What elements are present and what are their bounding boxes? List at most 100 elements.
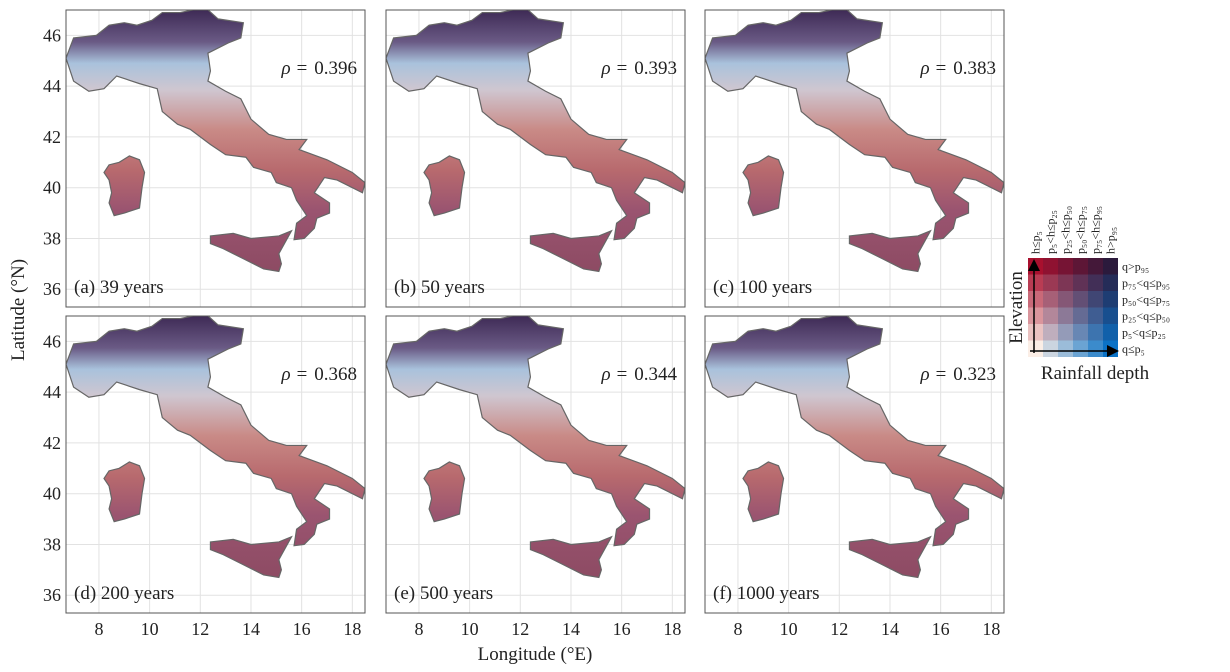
rho-value: 0.323 [953,364,996,385]
region [103,155,146,217]
y-tick-label: 38 [43,228,61,248]
panel-label: (f) 1000 years [713,583,820,604]
legend-cell [1043,258,1058,275]
rho-text: ρ = 0.396 [281,58,357,79]
x-tick-label: 16 [293,619,311,639]
legend-row-label: p₅<q≤p₂₅ [1122,325,1166,339]
x-tick-label: 12 [511,619,529,639]
y-tick-label: 38 [43,534,61,554]
legend-cell [1088,340,1103,357]
rho-value: 0.396 [314,58,357,79]
legend-cell [1073,340,1088,357]
map [386,10,685,273]
legend-x-label: Rainfall depth [1041,363,1150,384]
rho-value: 0.344 [634,364,677,385]
legend-cell [1103,291,1118,308]
x-tick-label: 10 [780,619,798,639]
legend-cell [1043,291,1058,308]
y-tick-label: 36 [43,279,61,299]
legend-cell [1028,274,1043,291]
x-tick-label: 16 [932,619,950,639]
legend-cell [1043,274,1058,291]
legend-cell [1088,274,1103,291]
y-tick-label: 44 [43,382,61,402]
panel-frame [65,9,366,308]
x-tick-label: 18 [982,619,1000,639]
legend-cell [1058,324,1073,341]
legend-cell [1103,324,1118,341]
rho-value: 0.393 [634,58,677,79]
y-tick-label: 42 [43,127,61,147]
legend-cell [1088,258,1103,275]
x-tick-label: 18 [343,619,361,639]
region [386,316,685,547]
x-tick-label: 8 [733,619,742,639]
rho-text: ρ = 0.344 [601,364,678,385]
map-panel: (b) 50 years ρ = 0.393 [385,9,686,308]
legend-cell [1058,340,1073,357]
legend-cell [1043,324,1058,341]
y-tick-label: 46 [43,25,61,45]
legend-cell [1103,340,1118,357]
legend-cell [1028,307,1043,324]
region [103,461,146,523]
region [529,229,613,273]
rho-symbol: ρ = [920,364,948,385]
rho-value: 0.383 [953,58,996,79]
region [705,10,1004,241]
x-tick-label: 8 [94,619,103,639]
map [705,10,1004,273]
panel-frame [385,9,686,308]
x-tick-label: 10 [141,619,159,639]
legend-row-label: p₂₅<q≤p₅₀ [1122,309,1170,323]
x-tick-label: 14 [562,619,580,639]
x-tick-label: 18 [663,619,681,639]
region [848,229,932,273]
y-tick-label: 42 [43,433,61,453]
legend-cell [1103,274,1118,291]
legend-cell [1058,274,1073,291]
legend-cell [1043,307,1058,324]
y-tick-label: 36 [43,585,61,605]
region [386,10,685,241]
region [66,316,365,547]
rho-symbol: ρ = [601,364,629,385]
legend-column-label: p₇₅<h≤p₉₅ [1089,206,1103,254]
region [529,535,613,579]
legend-cell [1028,324,1043,341]
rho-symbol: ρ = [281,58,309,79]
legend-cell [1088,324,1103,341]
map-panel: (d) 200 years ρ = 0.368 8 10 12 14 16 18 36 38 40 42… [43,315,366,639]
panel-label: (a) 39 years [74,277,164,298]
legend-cell [1028,340,1043,357]
map-panel: (a) 39 years ρ = 0.396 36 38 40 42 44 46 [43,9,366,308]
x-tick-label: 14 [242,619,260,639]
y-tick-label: 40 [43,484,61,504]
x-tick-label: 16 [613,619,631,639]
rho-symbol: ρ = [281,364,309,385]
legend-cell [1073,291,1088,308]
region [66,10,365,241]
x-tick-label: 10 [461,619,479,639]
legend-column-label: h>p₉₅ [1104,227,1118,254]
legend-cell [1088,291,1103,308]
panel-frame [704,9,1005,308]
region [705,316,1004,547]
y-axis-label: Latitude (°N) [8,259,29,361]
region [423,461,466,523]
rho-symbol: ρ = [920,58,948,79]
rho-symbol: ρ = [601,58,629,79]
panel-label: (b) 50 years [394,277,485,298]
region [742,461,785,523]
y-tick-label: 44 [43,76,61,96]
map [66,10,365,273]
region [209,535,293,579]
legend-cell [1073,324,1088,341]
legend-cell [1073,307,1088,324]
legend-column-label: p₂₅<h≤p₅₀ [1059,206,1073,254]
legend-y-label: Elevation [1006,271,1027,344]
x-tick-label: 12 [830,619,848,639]
region [742,155,785,217]
panel-frame [704,315,1005,614]
